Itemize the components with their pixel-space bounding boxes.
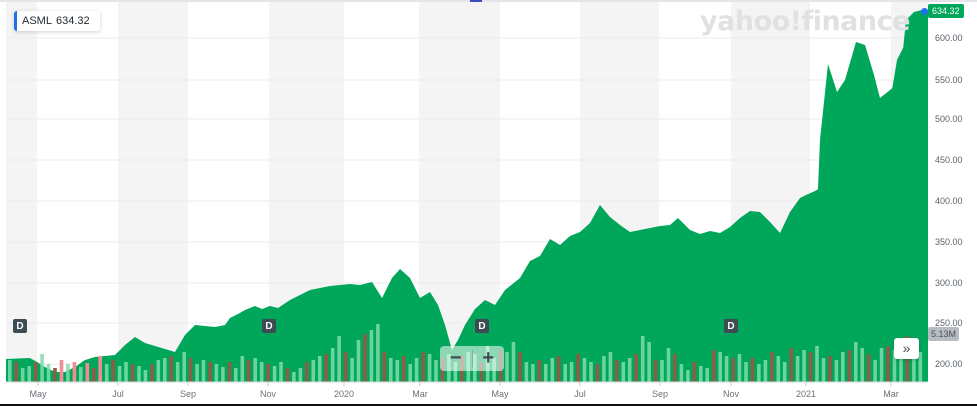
dividend-marker[interactable]: D (475, 319, 489, 333)
y-tick-label: 350.00 (935, 237, 963, 247)
dividend-marker[interactable]: D (262, 319, 276, 333)
y-tick-label: 600.00 (935, 33, 963, 43)
x-tick-label: Mar (412, 389, 428, 399)
x-tick-label: Mar (883, 389, 899, 399)
price-area-peak (810, 10, 928, 382)
x-tick-label: Sep (651, 389, 669, 399)
volume-tag: 5.13M (928, 327, 960, 341)
x-tick-label: Jul (574, 389, 586, 399)
last-price-tag: 634.32 (928, 4, 964, 18)
y-tick-label: 550.00 (935, 75, 963, 85)
y-tick-label: 500.00 (935, 114, 963, 124)
x-tick-marks (37, 382, 892, 386)
dividend-marker[interactable]: D (724, 319, 738, 333)
ticker-legend[interactable]: ASML 634.32 (14, 11, 100, 31)
zoom-out-button[interactable]: − (449, 347, 462, 369)
zoom-separator (471, 350, 473, 367)
ticker-price: 634.32 (55, 15, 90, 27)
x-tick-label: Nov (259, 389, 277, 399)
zoom-controls: − + (440, 346, 504, 371)
x-tick-label: 2021 (795, 389, 817, 399)
x-tick-label: Jul (112, 389, 124, 399)
x-tick-label: May (491, 389, 509, 399)
dividend-marker[interactable]: D (13, 319, 27, 333)
y-tick-label: 250.00 (935, 318, 963, 328)
x-tick-label: 2020 (333, 389, 355, 399)
y-tick-label: 450.00 (935, 155, 963, 165)
y-tick-label: 300.00 (935, 278, 963, 288)
top-indicator (470, 0, 482, 2)
zoom-in-button[interactable]: + (482, 347, 495, 369)
y-tick-label: 400.00 (935, 196, 963, 206)
ticker-symbol: ASML (22, 15, 52, 27)
price-area (6, 63, 928, 382)
x-tick-label: Nov (722, 389, 740, 399)
yahoo-finance-logo: yahoo!finance (700, 6, 910, 37)
last-price-dot (921, 8, 928, 15)
y-tick-label: 200.00 (935, 359, 963, 369)
x-tick-label: May (29, 389, 47, 399)
x-tick-label: Sep (179, 389, 197, 399)
series-color-indicator (14, 11, 17, 31)
scroll-right-button[interactable]: » (894, 338, 919, 359)
